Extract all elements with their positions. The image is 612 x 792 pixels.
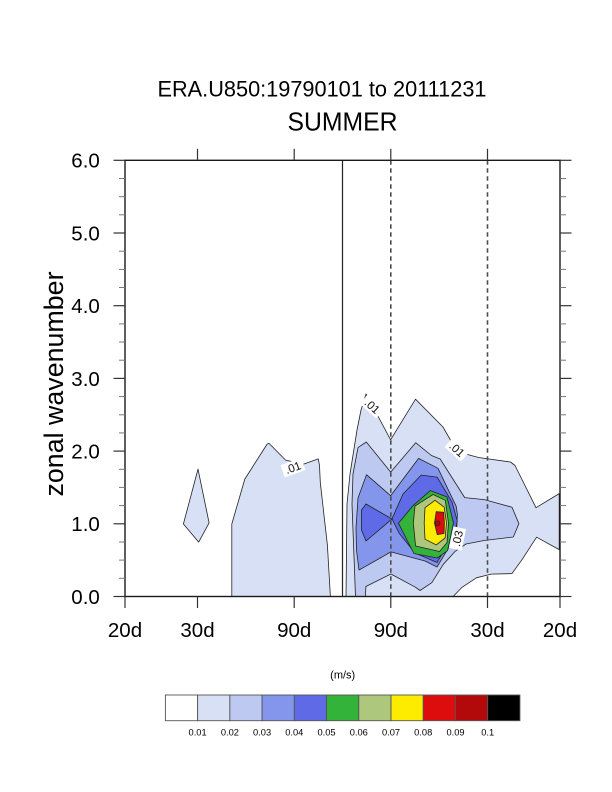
svg-text:30d: 30d (180, 619, 214, 642)
svg-text:0.09: 0.09 (446, 728, 464, 738)
svg-text:4.0: 4.0 (71, 295, 100, 318)
svg-text:.01: .01 (284, 460, 303, 477)
svg-text:20d: 20d (543, 619, 577, 642)
svg-text:0.0: 0.0 (71, 586, 100, 609)
svg-text:90d: 90d (374, 619, 408, 642)
svg-text:0.07: 0.07 (382, 728, 400, 738)
svg-text:2.0: 2.0 (71, 441, 100, 464)
svg-text:6.0: 6.0 (71, 150, 100, 173)
svg-text:0.03: 0.03 (253, 728, 271, 738)
svg-text:.03: .03 (451, 530, 466, 548)
svg-text:0.08: 0.08 (414, 728, 432, 738)
svg-text:30d: 30d (470, 619, 504, 642)
svg-text:0.02: 0.02 (221, 728, 239, 738)
svg-text:5.0: 5.0 (71, 222, 100, 245)
svg-text:0.04: 0.04 (285, 728, 303, 738)
svg-text:3.0: 3.0 (71, 368, 100, 391)
svg-text:0.1: 0.1 (481, 728, 494, 738)
svg-text:zonal wavenumber: zonal wavenumber (39, 271, 69, 496)
svg-text:0.06: 0.06 (350, 728, 368, 738)
svg-text:SUMMER: SUMMER (288, 107, 398, 137)
svg-text:1.0: 1.0 (71, 513, 100, 536)
svg-text:20d: 20d (108, 619, 142, 642)
svg-text:0.05: 0.05 (317, 728, 335, 738)
svg-text:90d: 90d (277, 619, 311, 642)
svg-text:ERA.U850:19790101 to 20111231: ERA.U850:19790101 to 20111231 (158, 77, 487, 102)
svg-text:(m/s): (m/s) (330, 670, 355, 682)
svg-text:0.01: 0.01 (189, 728, 207, 738)
